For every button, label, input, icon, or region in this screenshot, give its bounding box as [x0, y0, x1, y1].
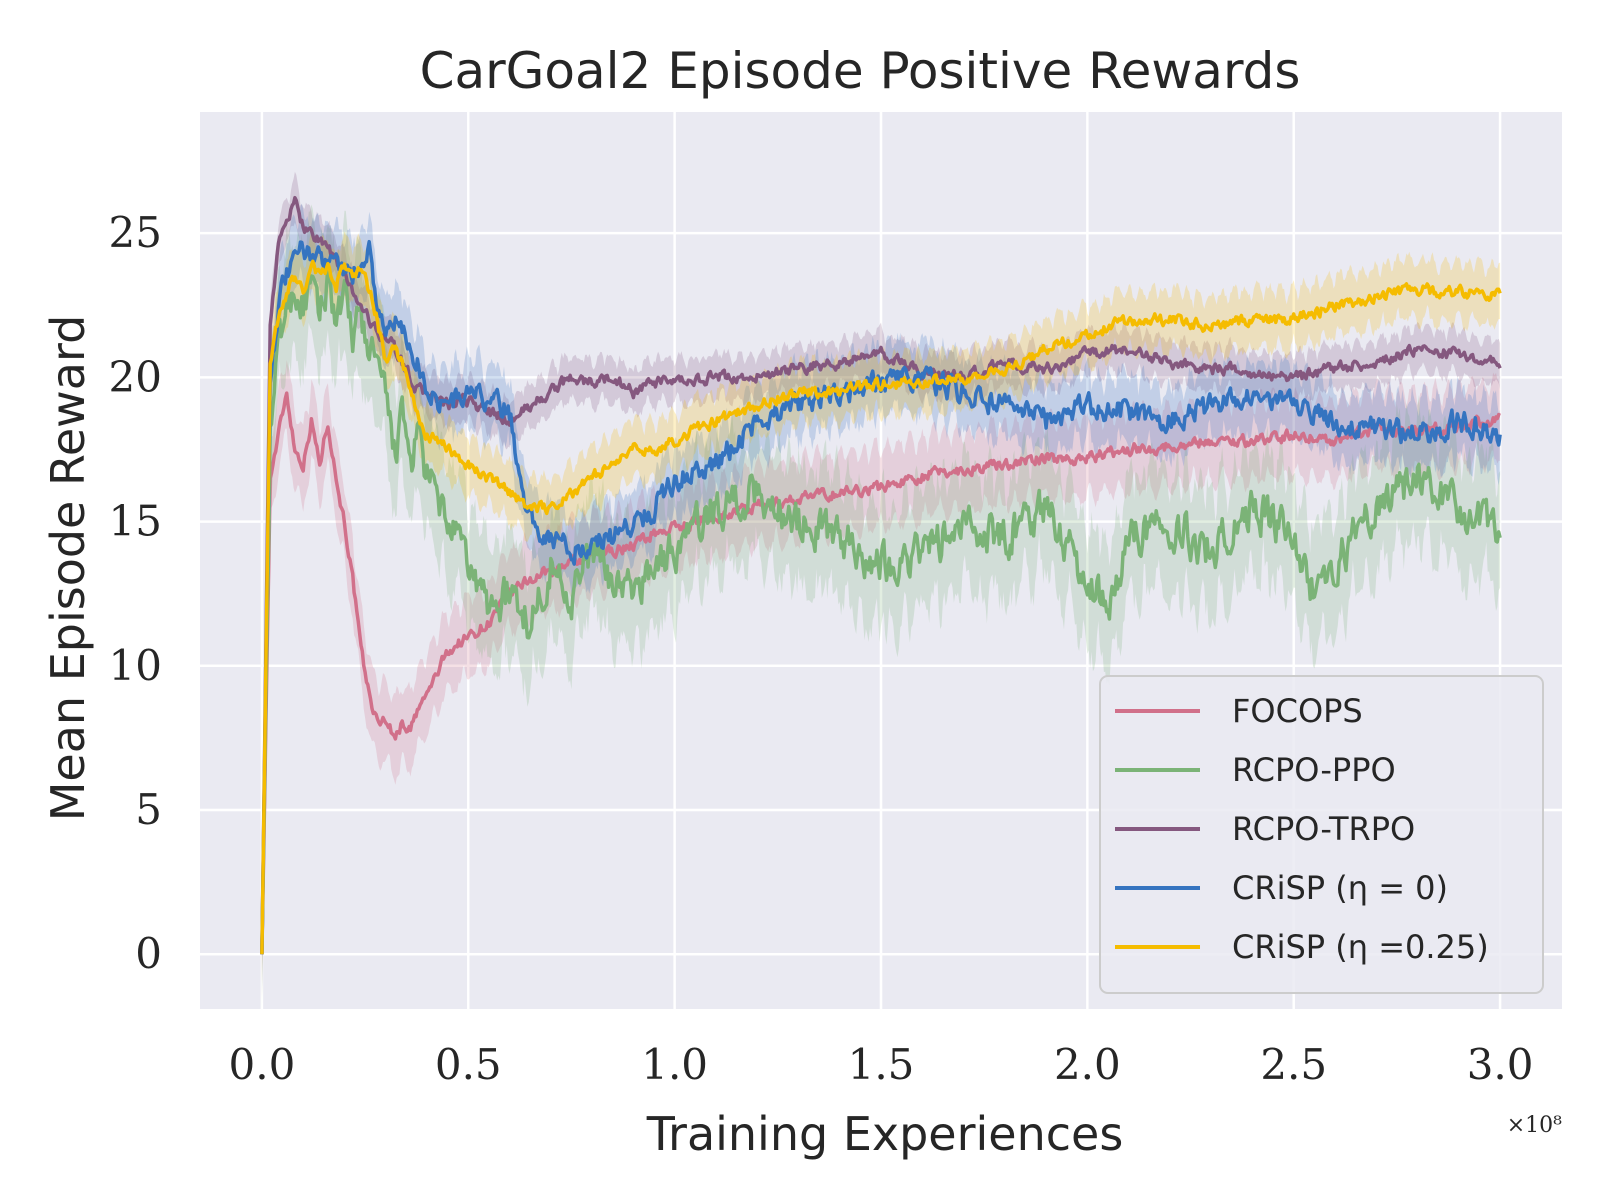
series-line: [260, 265, 1502, 955]
series-band: [261, 203, 1501, 995]
y-tick-label: 0: [135, 929, 162, 978]
x-tick-label: 0.0: [229, 1040, 296, 1089]
tick-labels: 0.0 0.5 1.0 1.5 2.0 2.5 3.0 0 5 10 15 20 25: [109, 208, 1534, 1089]
y-tick-label: 15: [109, 497, 162, 546]
legend-label: RCPO-PPO: [1232, 751, 1396, 789]
y-tick-label: 10: [109, 641, 162, 690]
series-band: [261, 171, 1501, 974]
legend-box: [1099, 675, 1544, 994]
chart-title: CarGoal2 Episode Positive Rewards: [420, 42, 1301, 100]
x-scale-label: ×10⁸: [1507, 1113, 1562, 1138]
series-band: [261, 360, 1501, 1001]
series-line: [260, 259, 1502, 955]
x-tick-label: 1.0: [641, 1040, 708, 1089]
series-band: [261, 204, 1501, 1012]
x-tick-label: 3.0: [1467, 1040, 1534, 1089]
x-tick-label: 2.0: [1054, 1040, 1121, 1089]
x-tick-label: 1.5: [848, 1040, 915, 1089]
legend-label: CRiSP (η =0.25): [1232, 928, 1489, 966]
y-axis-label: Mean Episode Reward: [41, 315, 95, 822]
x-tick-label: 0.5: [435, 1040, 502, 1089]
x-axis-label: Training Experiences: [646, 1107, 1124, 1161]
legend-label: CRiSP (η = 0): [1232, 869, 1448, 907]
x-tick-label: 2.5: [1260, 1040, 1327, 1089]
series-lines: [260, 195, 1502, 955]
y-tick-label: 20: [109, 352, 162, 401]
legend: FOCOPS RCPO-PPO RCPO-TRPO CRiSP (η = 0) CRiS…: [1099, 675, 1544, 994]
series-line: [260, 391, 1501, 955]
legend-label: RCPO-TRPO: [1232, 810, 1415, 848]
y-tick-label: 25: [109, 208, 162, 257]
legend-label: FOCOPS: [1232, 692, 1363, 730]
series-line: [260, 195, 1502, 955]
y-tick-label: 5: [135, 785, 162, 834]
